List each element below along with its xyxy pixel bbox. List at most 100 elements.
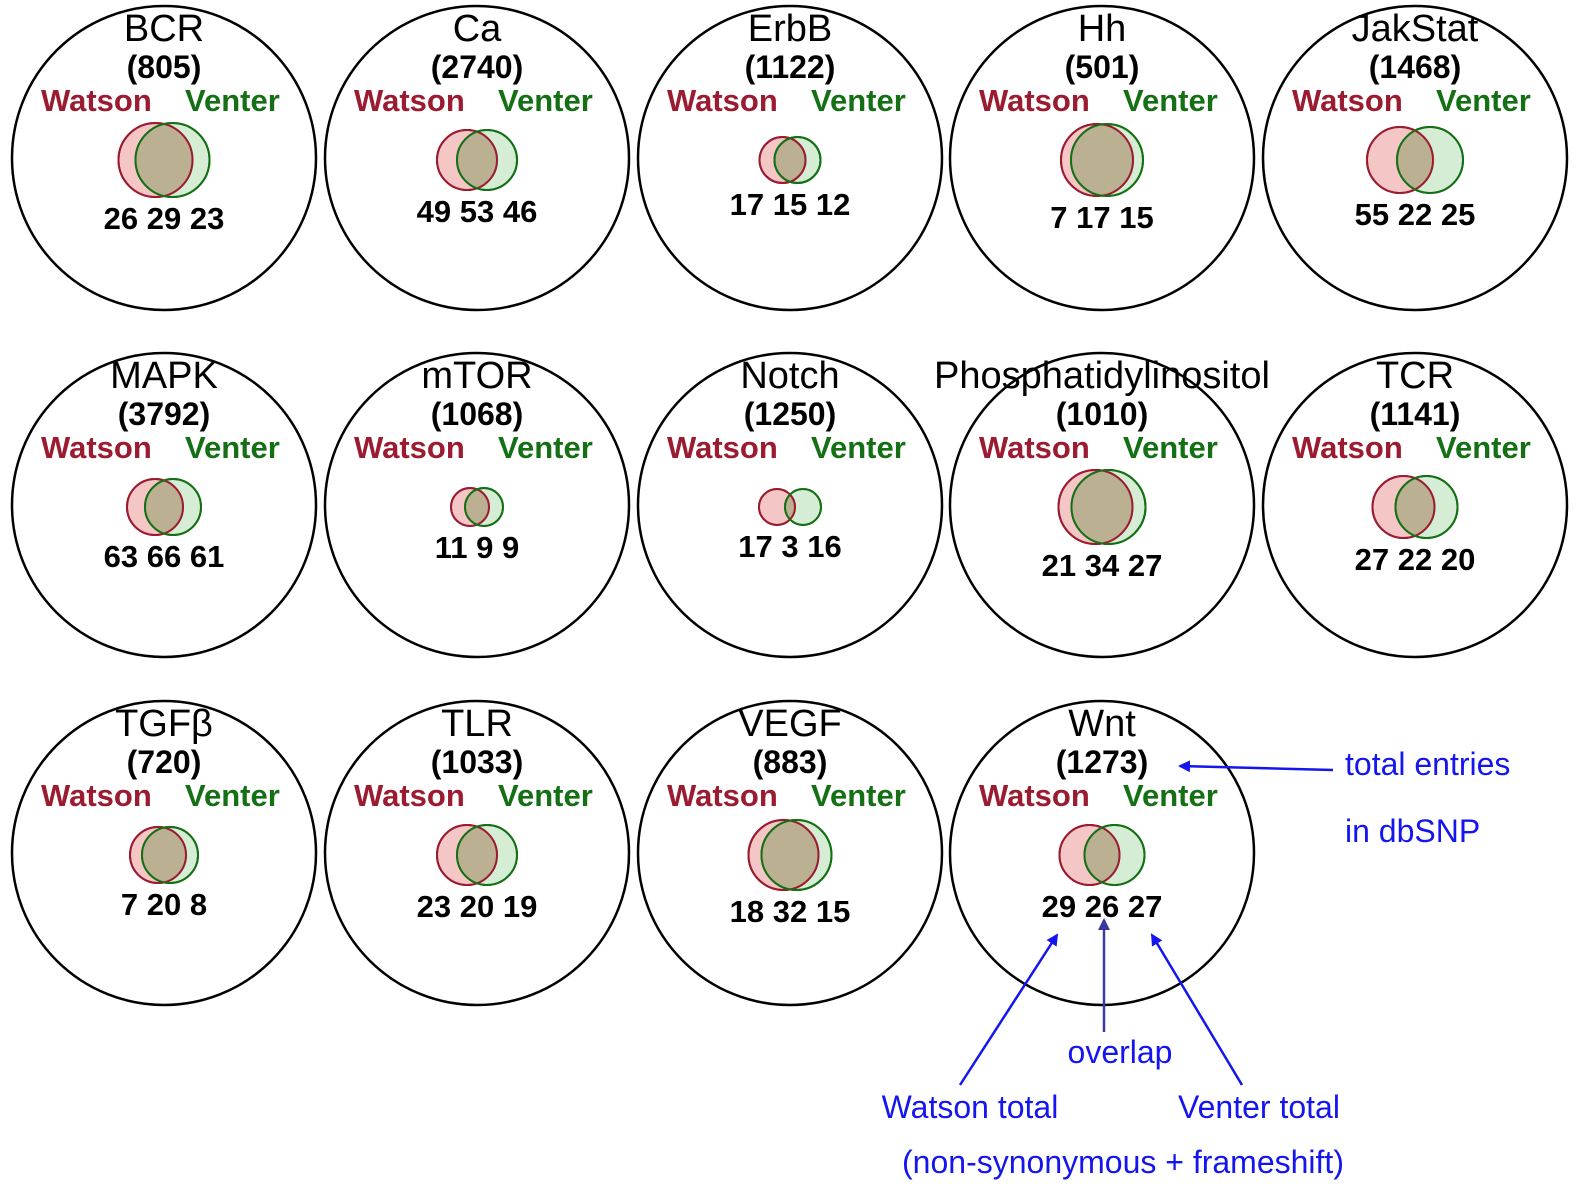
pathway-dbsnp-total: (1141)	[1370, 396, 1461, 432]
annotation-group: total entries in dbSNP overlap Watson to…	[882, 746, 1511, 1180]
watson-venn-outline	[126, 478, 184, 536]
venn-counts: 55 22 25	[1355, 197, 1476, 232]
watson-label: Watson	[979, 778, 1090, 813]
pathway-outer-circle	[1261, 351, 1569, 659]
pathway-dbsnp-total: (720)	[127, 744, 202, 780]
venter-label: Venter	[1436, 430, 1531, 465]
venter-venn-outline	[1070, 123, 1144, 197]
pathway-name: ErbB	[748, 8, 832, 50]
venter-label: Venter	[811, 778, 906, 813]
pathway-outer-circle	[636, 4, 944, 312]
pathway-dbsnp-total: (1010)	[1056, 396, 1149, 432]
pathway-dbsnp-total: (2740)	[431, 49, 524, 85]
pathway-panel-mapk: MAPK(3792)Watson Venter 63 66 61	[10, 351, 318, 659]
pathway-outer-circle	[636, 351, 944, 659]
watson-label: Watson	[667, 778, 778, 813]
pathway-panel-jakstat: JakStat(1468)Watson Venter 55 22 25	[1261, 4, 1569, 312]
pathway-dbsnp-total: (1033)	[431, 744, 524, 780]
venter-venn-outline	[141, 826, 199, 884]
total-entries-label-line2: in dbSNP	[1345, 813, 1480, 849]
venter-total-arrow	[1150, 933, 1244, 1086]
overlap-region	[145, 479, 183, 535]
venn-counts: 63 66 61	[104, 539, 225, 574]
pathway-name: mTOR	[421, 355, 532, 397]
pathway-panel-tcr: TCR(1141)Watson Venter 27 22 20	[1261, 351, 1569, 659]
watson-label: Watson	[41, 778, 152, 813]
venter-venn-outline	[1070, 469, 1147, 545]
watson-label: Watson	[41, 430, 152, 465]
pathway-outer-circle	[10, 699, 318, 1007]
watson-total-label: Watson total	[882, 1089, 1059, 1125]
venter-label: Venter	[1123, 83, 1218, 118]
venter-venn-outline	[1394, 475, 1459, 539]
pathway-outer-circle	[323, 351, 631, 659]
watson-venn-outline	[1366, 126, 1434, 194]
watson-venn-outline	[758, 136, 807, 184]
pathway-dbsnp-total: (1068)	[431, 396, 524, 432]
overlap-label: overlap	[1068, 1034, 1173, 1070]
pathway-name: JakStat	[1352, 8, 1479, 50]
pathway-dbsnp-total: (1250)	[744, 396, 837, 432]
overlap-region	[774, 137, 806, 183]
watson-venn-outline	[450, 487, 490, 527]
total-entries-arrow	[1178, 760, 1334, 773]
watson-venn-outline	[436, 824, 498, 886]
overlap-region	[465, 488, 489, 526]
overlap-region	[1397, 127, 1433, 193]
venn-counts: 26 29 23	[104, 201, 225, 236]
pathway-panel-wnt: Wnt(1273)Watson Venter 29 26 27	[948, 699, 1256, 1007]
overlap-region	[1395, 476, 1435, 538]
pathway-panel-mtor: mTOR(1068)Watson Venter 11 9 9	[323, 351, 631, 659]
watson-label: Watson	[354, 430, 465, 465]
venn-counts: 18 32 15	[730, 894, 851, 929]
pathway-panel-ca: Ca(2740)Watson Venter 49 53 46	[323, 4, 631, 312]
venn-counts: 17 15 12	[730, 187, 851, 222]
pathway-outer-circle	[323, 699, 631, 1007]
watson-total-arrow	[958, 933, 1059, 1086]
pathway-outer-circle	[948, 351, 1256, 659]
pathway-dbsnp-total: (883)	[753, 744, 828, 780]
watson-venn-outline	[1058, 824, 1121, 886]
venn-counts: 29 26 27	[1042, 889, 1163, 924]
pathway-name: Hh	[1078, 8, 1127, 50]
pathway-name: Notch	[740, 355, 839, 397]
pathway-dbsnp-total: (1122)	[745, 49, 836, 85]
venn-counts: 11 9 9	[435, 530, 519, 565]
pathway-panel-phosphatidylinositol: Phosphatidylinositol(1010)Watson Venter 21…	[934, 351, 1270, 659]
venter-venn-outline	[773, 136, 822, 184]
pathway-outer-circle	[636, 699, 944, 1007]
watson-label: Watson	[667, 83, 778, 118]
venter-venn-outline	[1396, 126, 1464, 194]
pathway-panel-erbb: ErbB(1122)Watson Venter 17 15 12	[636, 4, 944, 312]
venn-counts: 27 22 20	[1355, 542, 1476, 577]
venter-venn-outline	[784, 488, 822, 526]
venn-counts: 17 3 16	[738, 529, 841, 564]
watson-label: Watson	[354, 778, 465, 813]
venter-label: Venter	[185, 430, 280, 465]
venter-venn-outline	[464, 487, 504, 527]
pathway-name: TCR	[1376, 355, 1454, 397]
venter-label: Venter	[185, 778, 280, 813]
watson-venn-outline	[1057, 469, 1134, 545]
pathway-name: Ca	[453, 8, 502, 50]
venn-counts: 23 20 19	[417, 889, 538, 924]
watson-venn-outline	[129, 826, 187, 884]
footnote-label: (non-synonymous + frameshift)	[902, 1144, 1344, 1180]
pathway-outer-circle	[323, 4, 631, 312]
venter-label: Venter	[498, 778, 593, 813]
venter-label: Venter	[1123, 778, 1218, 813]
venter-label: Venter	[1123, 430, 1218, 465]
venter-venn-outline	[144, 478, 202, 536]
pathway-panel-notch: Notch(1250)Watson Venter 17 3 16	[636, 351, 944, 659]
venter-venn-outline	[134, 122, 211, 198]
venn-counts: 49 53 46	[417, 194, 538, 229]
pathway-outer-circle	[1261, 4, 1569, 312]
pathway-name: Phosphatidylinositol	[934, 355, 1270, 397]
overlap-region	[1084, 825, 1120, 885]
watson-label: Watson	[1292, 430, 1403, 465]
pathway-dbsnp-total: (1468)	[1369, 49, 1462, 85]
watson-label: Watson	[979, 430, 1090, 465]
venter-label: Venter	[498, 430, 593, 465]
